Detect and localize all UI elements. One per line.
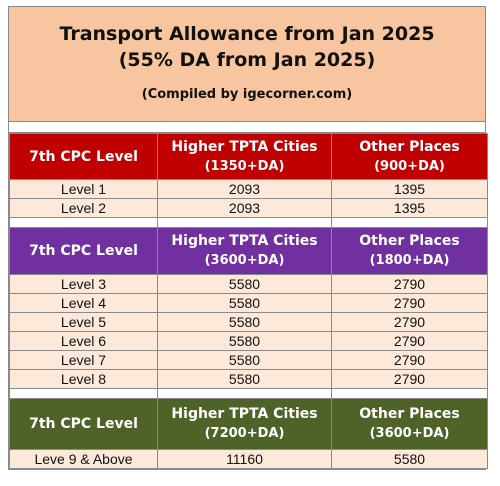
title-block: Transport Allowance from Jan 2025 (55% D… [9, 7, 485, 122]
header-tpta-rate: (7200+DA) [204, 426, 285, 441]
table-row: Level 1 2093 1395 [9, 179, 488, 199]
level-cell: Level 2 [9, 198, 158, 218]
gap-row [9, 388, 488, 399]
level-cell: Level 4 [9, 293, 158, 313]
header-other-title: Other Places [359, 233, 460, 249]
table-row: Level 5 5580 2790 [9, 312, 488, 332]
level-cell: Leve 9 & Above [9, 449, 158, 469]
header-other: Other Places (900+DA) [331, 133, 488, 180]
header-other-rate: (900+DA) [374, 158, 445, 174]
table-row: Level 6 5580 2790 [9, 331, 488, 351]
table-row: Level 7 5580 2790 [9, 350, 488, 370]
header-tpta: Higher TPTA Cities (7200+DA) [157, 398, 332, 450]
header-level: 7th CPC Level [9, 133, 158, 180]
header-other-rate: (1800+DA) [369, 253, 450, 268]
level-cell: Level 7 [9, 350, 158, 370]
gap-row [9, 217, 488, 228]
other-cell: 2790 [331, 312, 488, 332]
level-cell: Level 3 [9, 274, 158, 294]
other-cell: 2790 [331, 293, 488, 313]
header-level: 7th CPC Level [9, 398, 158, 450]
other-cell: 1395 [331, 198, 488, 218]
header-other: Other Places (3600+DA) [331, 398, 488, 450]
other-cell: 2790 [331, 274, 488, 294]
other-cell: 2790 [331, 331, 488, 351]
header-tpta-rate: (1350+DA) [204, 158, 285, 174]
header-tpta: Higher TPTA Cities (3600+DA) [157, 227, 332, 275]
credit-line: (Compiled by igecorner.com) [141, 87, 353, 102]
title-line-2: (55% DA from Jan 2025) [118, 49, 376, 71]
tpta-cell: 5580 [157, 331, 332, 351]
allowance-table: 7th CPC Level Higher TPTA Cities (1350+DA… [9, 133, 488, 469]
header-tpta-title: Higher TPTA Cities [171, 406, 318, 422]
tpta-cell: 5580 [157, 350, 332, 370]
title-line-1: Transport Allowance from Jan 2025 [59, 23, 435, 45]
header-other-title: Other Places [359, 406, 460, 422]
header-tpta: Higher TPTA Cities (1350+DA) [157, 133, 332, 180]
tpta-cell: 5580 [157, 369, 332, 389]
header-level: 7th CPC Level [9, 227, 158, 275]
header-other-rate: (3600+DA) [369, 426, 450, 441]
header-tpta-title: Higher TPTA Cities [171, 138, 318, 155]
table-row: Leve 9 & Above 11160 5580 [9, 449, 488, 469]
group-header-2: 7th CPC Level Higher TPTA Cities (3600+DA… [9, 227, 488, 275]
header-other-title: Other Places [359, 138, 460, 155]
table-row: Level 2 2093 1395 [9, 198, 488, 218]
level-cell: Level 5 [9, 312, 158, 332]
tpta-cell: 2093 [157, 179, 332, 199]
header-tpta-rate: (3600+DA) [204, 253, 285, 268]
tpta-cell: 2093 [157, 198, 332, 218]
spacer [9, 122, 485, 133]
other-cell: 2790 [331, 369, 488, 389]
other-cell: 5580 [331, 449, 488, 469]
tpta-cell: 11160 [157, 449, 332, 469]
header-tpta-title: Higher TPTA Cities [171, 233, 318, 249]
level-cell: Level 1 [9, 179, 158, 199]
allowance-sheet: Transport Allowance from Jan 2025 (55% D… [8, 6, 488, 470]
other-cell: 1395 [331, 179, 488, 199]
group-header-1: 7th CPC Level Higher TPTA Cities (1350+DA… [9, 133, 488, 180]
level-cell: Level 8 [9, 369, 158, 389]
header-other: Other Places (1800+DA) [331, 227, 488, 275]
tpta-cell: 5580 [157, 274, 332, 294]
other-cell: 2790 [331, 350, 488, 370]
table-row: Level 3 5580 2790 [9, 274, 488, 294]
table-row: Level 8 5580 2790 [9, 369, 488, 389]
level-cell: Level 6 [9, 331, 158, 351]
tpta-cell: 5580 [157, 293, 332, 313]
tpta-cell: 5580 [157, 312, 332, 332]
group-header-3: 7th CPC Level Higher TPTA Cities (7200+DA… [9, 398, 488, 450]
table-row: Level 4 5580 2790 [9, 293, 488, 313]
